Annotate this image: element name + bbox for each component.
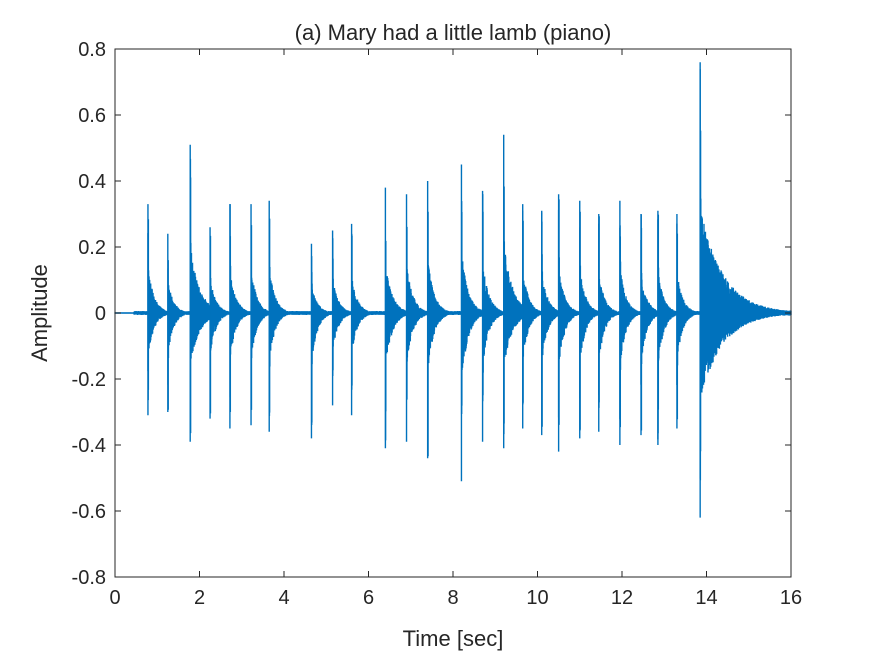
x-tick-label: 6 <box>363 587 374 609</box>
x-tick-label: 4 <box>278 587 289 609</box>
y-axis-ticks: -0.8 -0.6 -0.4 -0.2 0 0.2 0.4 0.6 0.8 <box>72 39 791 589</box>
waveform-layer <box>114 62 792 518</box>
x-tick-label: 16 <box>780 587 802 609</box>
x-tick-label: 2 <box>194 587 205 609</box>
x-tick-label: 8 <box>447 587 458 609</box>
y-tick-label: -0.6 <box>72 501 106 523</box>
x-axis-label: Time [sec] <box>403 626 504 651</box>
x-tick-label: 0 <box>109 587 120 609</box>
y-tick-label: -0.2 <box>72 369 106 391</box>
y-tick-label: 0 <box>95 303 106 325</box>
y-tick-label: -0.8 <box>72 567 106 589</box>
y-axis-label: Amplitude <box>27 264 52 362</box>
y-tick-label: 0.6 <box>78 105 106 127</box>
y-tick-label: -0.4 <box>72 435 106 457</box>
x-tick-label: 12 <box>611 587 633 609</box>
chart-title: (a) Mary had a little lamb (piano) <box>295 20 612 45</box>
x-axis-ticks: 0 2 4 6 8 10 12 14 16 <box>109 49 802 609</box>
x-tick-label: 10 <box>526 587 548 609</box>
y-tick-label: 0.8 <box>78 39 106 61</box>
y-tick-label: 0.2 <box>78 237 106 259</box>
y-tick-label: 0.4 <box>78 171 106 193</box>
x-tick-label: 14 <box>695 587 717 609</box>
